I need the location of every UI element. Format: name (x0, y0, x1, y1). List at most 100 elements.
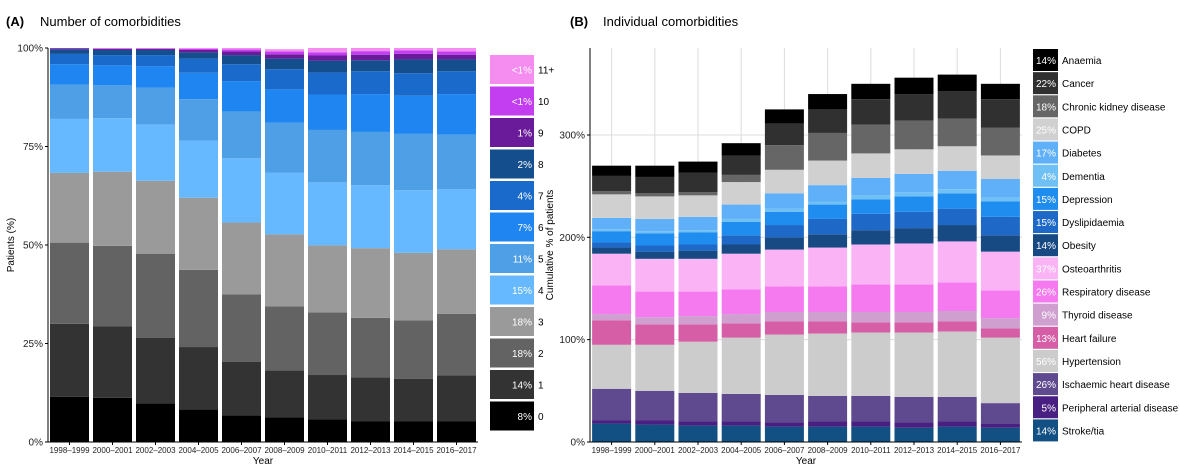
y-tick-label: 100% (559, 335, 585, 346)
legend-label: Ischaemic heart disease (1062, 380, 1170, 391)
bar-segment (765, 109, 804, 123)
bar-segment (808, 427, 847, 442)
y-tick-label: 0% (571, 438, 586, 449)
bar-segment (394, 50, 433, 54)
panel-a-title: Number of comorbidities (40, 14, 181, 29)
bar-segment (765, 395, 804, 423)
bar-segment (722, 338, 761, 394)
legend-value: 13% (1036, 334, 1056, 345)
bar-segment (592, 242, 631, 247)
legend-item: 18%Chronic kidney disease (1033, 95, 1166, 117)
legend-item: 37%Osteoarthritis (1033, 257, 1121, 279)
bar-segment (635, 391, 674, 421)
legend-item: 15% Dyslipidaemia (1033, 211, 1125, 233)
bar-segment (50, 64, 89, 84)
legend-item: 17%Diabetes (1033, 142, 1101, 164)
legend-label: Anaemia (1062, 56, 1102, 67)
legend-label: 10 (538, 97, 550, 108)
x-tick-label: 2008–2009 (808, 446, 849, 455)
legend-value: 11% (513, 255, 532, 266)
legend-label: 6 (538, 223, 544, 234)
bar-segment (179, 99, 218, 140)
bar-segment (265, 52, 304, 55)
bar-segment (938, 422, 977, 427)
bar-segment (136, 49, 175, 50)
bar-segment (851, 396, 890, 422)
legend-value: 15% (1036, 218, 1056, 229)
bar-segment (136, 338, 175, 403)
bar-segment (308, 312, 347, 375)
x-tick-label: 2004–2005 (721, 446, 762, 455)
bar-segment (981, 128, 1020, 156)
panel-a-tag: (A) (6, 14, 24, 29)
bar-segment (308, 375, 347, 420)
legend-label: 3 (538, 318, 544, 329)
x-tick-label: 2000–2001 (92, 446, 133, 455)
bar-segment (592, 314, 631, 320)
bar-segment (851, 230, 890, 244)
bar-segment (93, 172, 132, 246)
y-tick-label: 200% (559, 233, 585, 244)
bar-segment (938, 321, 977, 331)
bar-segment (722, 222, 761, 235)
bar-segment (722, 235, 761, 244)
bar-segment (265, 234, 304, 306)
bar-segment (981, 197, 1020, 201)
bar-segment (981, 318, 1020, 328)
bar-segment (136, 55, 175, 66)
bar-segment (179, 198, 218, 270)
bar-segment (679, 232, 718, 244)
bar-segment (765, 212, 804, 225)
bar-segment (981, 84, 1020, 99)
bar-segment (222, 81, 261, 111)
bar-segment (851, 195, 890, 199)
legend-value: 17% (1036, 149, 1056, 160)
legend-item: 15%Depression (1033, 188, 1113, 210)
bar-segment (938, 91, 977, 119)
bar-segment (765, 250, 804, 287)
legend-value: 2% (518, 160, 533, 171)
bar-segment (179, 270, 218, 347)
bar-segment (394, 96, 433, 134)
bar-segment (938, 119, 977, 147)
bar-segment (437, 94, 476, 135)
x-tick-label: 1998–1999 (592, 446, 633, 455)
legend-label: Obesity (1062, 241, 1096, 252)
bar-segment (265, 59, 304, 70)
legend-item: 25%COPD (1033, 118, 1091, 140)
bar-segment (394, 59, 433, 73)
x-tick-label: 2010–2011 (308, 446, 348, 455)
bar-segment (179, 409, 218, 442)
panel-b-title: Individual comorbidities (603, 14, 739, 29)
bar-segment (895, 243, 934, 284)
bar-segment (981, 99, 1020, 128)
bar-segment (136, 124, 175, 180)
x-tick-label: 2014–2015 (937, 446, 978, 455)
bar-segment (351, 377, 390, 421)
bar-segment (808, 334, 847, 396)
bar-segment (895, 192, 934, 196)
legend-label: 4 (538, 286, 544, 297)
bar-segment (394, 134, 433, 190)
bar-segment (981, 338, 1020, 403)
legend-label: 9 (538, 129, 544, 140)
legend-label: 5 (538, 255, 544, 266)
legend-value: 14% (1036, 241, 1056, 252)
bar-segment (895, 397, 934, 423)
legend-value: 8% (518, 412, 533, 423)
bar-segment (592, 176, 631, 191)
bar-segment (938, 311, 977, 321)
bar-segment (895, 94, 934, 121)
bar-segment (679, 230, 718, 232)
bar-segment (50, 119, 89, 173)
legend-label: Dyslipidaemia (1062, 218, 1125, 229)
bar-segment (938, 171, 977, 189)
bar-segment (351, 60, 390, 71)
bar-segment (851, 153, 890, 178)
bar-segment (437, 314, 476, 375)
bar-segment (179, 50, 218, 52)
bar-segment (308, 55, 347, 60)
legend-item: 14% Obesity (1033, 234, 1096, 256)
bar-segment (679, 292, 718, 317)
